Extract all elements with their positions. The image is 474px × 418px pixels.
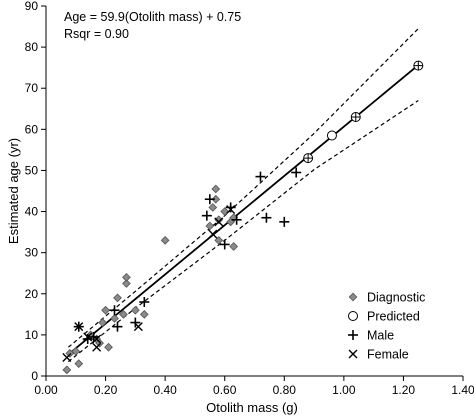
y-tick-label: 70 bbox=[25, 81, 39, 95]
x-tick-label: 1.00 bbox=[332, 383, 356, 397]
diamond-marker-shape bbox=[114, 294, 122, 302]
confidence-band-upper bbox=[68, 29, 418, 348]
data-point-cross bbox=[209, 230, 217, 238]
data-point-diamond bbox=[230, 243, 238, 251]
diamond-marker-shape bbox=[111, 315, 119, 323]
y-tick-label: 90 bbox=[25, 0, 39, 13]
rsqr-annotation: Rsqr = 0.90 bbox=[64, 27, 129, 41]
diamond-marker-shape bbox=[206, 222, 214, 230]
equation-annotation: Age = 59.9(Otolith mass) + 0.75 bbox=[64, 10, 241, 24]
y-tick-label: 10 bbox=[25, 328, 39, 342]
diamond-marker-shape bbox=[349, 293, 357, 301]
diamond-marker-shape bbox=[102, 306, 110, 314]
diamond-marker-shape bbox=[161, 237, 169, 245]
regression-line-group bbox=[68, 65, 418, 354]
data-points bbox=[63, 61, 423, 374]
diamond-marker-shape bbox=[230, 243, 238, 251]
circle-marker-shape bbox=[349, 312, 358, 321]
legend-label: Predicted bbox=[367, 310, 420, 324]
data-point-diamond bbox=[221, 208, 229, 216]
legend: Diagnostic Predicted Male Female bbox=[348, 291, 425, 362]
diamond-marker-shape bbox=[132, 306, 140, 314]
data-point-circle-plus bbox=[304, 154, 313, 163]
data-point-diamond bbox=[161, 237, 169, 245]
data-point-diamond bbox=[209, 204, 217, 212]
data-point-diamond bbox=[212, 185, 220, 193]
data-point-diamond bbox=[140, 311, 148, 319]
y-tick-label: 60 bbox=[25, 122, 39, 136]
diamond-marker-shape bbox=[140, 311, 148, 319]
data-point-diamond bbox=[63, 366, 71, 374]
diamond-marker-shape bbox=[221, 208, 229, 216]
legend-marker-plus bbox=[348, 330, 358, 340]
data-point-diamond bbox=[114, 294, 122, 302]
regression-line bbox=[68, 65, 418, 354]
diamond-marker-shape bbox=[63, 366, 71, 374]
data-point-circle-open bbox=[327, 131, 336, 140]
diamond-marker-shape bbox=[209, 204, 217, 212]
data-point-circle-plus bbox=[414, 61, 423, 70]
x-tick-label: 1.20 bbox=[392, 383, 416, 397]
data-point-diamond bbox=[132, 306, 140, 314]
y-tick-label: 0 bbox=[31, 369, 38, 383]
legend-marker-cross bbox=[349, 350, 357, 358]
legend-label: Male bbox=[367, 329, 394, 343]
data-point-diamond bbox=[99, 319, 107, 327]
diamond-marker-shape bbox=[123, 274, 131, 282]
diamond-marker-shape bbox=[99, 319, 107, 327]
diamond-marker-shape bbox=[212, 185, 220, 193]
x-tick-label: 0.20 bbox=[94, 383, 118, 397]
data-point-circle-plus bbox=[351, 113, 360, 122]
circle-marker-shape bbox=[327, 131, 336, 140]
diamond-marker-shape bbox=[105, 343, 113, 351]
data-point-plus bbox=[261, 213, 271, 223]
y-tick-label: 30 bbox=[25, 246, 39, 260]
x-tick-label: 1.40 bbox=[451, 383, 474, 397]
data-point-plus bbox=[279, 217, 289, 227]
legend-marker-circle-open bbox=[349, 312, 358, 321]
x-tick-label: 0.80 bbox=[273, 383, 297, 397]
legend-label: Diagnostic bbox=[367, 291, 425, 305]
x-axis-title: Otolith mass (g) bbox=[206, 400, 298, 415]
y-tick-label: 40 bbox=[25, 205, 39, 219]
confidence-band-lower bbox=[68, 101, 418, 362]
data-point-diamond bbox=[206, 222, 214, 230]
y-tick-label: 80 bbox=[25, 40, 39, 54]
data-point-plus bbox=[205, 194, 215, 204]
data-point-diamond bbox=[75, 360, 83, 368]
data-point-diamond bbox=[123, 274, 131, 282]
x-tick-label: 0.40 bbox=[153, 383, 177, 397]
y-axis-title: Estimated age (yr) bbox=[6, 138, 21, 244]
data-point-plus bbox=[112, 322, 122, 332]
data-point-diamond bbox=[102, 306, 110, 314]
data-point-plus bbox=[255, 172, 265, 182]
data-point-plus bbox=[202, 211, 212, 221]
legend-label: Female bbox=[367, 348, 409, 362]
x-tick-label: 0.00 bbox=[34, 383, 58, 397]
legend-marker-diamond bbox=[349, 293, 357, 301]
y-tick-label: 50 bbox=[25, 163, 39, 177]
diamond-marker-shape bbox=[75, 360, 83, 368]
data-point-diamond bbox=[105, 343, 113, 351]
y-tick-label: 20 bbox=[25, 287, 39, 301]
x-tick-label: 0.60 bbox=[213, 383, 237, 397]
data-point-diamond bbox=[111, 315, 119, 323]
